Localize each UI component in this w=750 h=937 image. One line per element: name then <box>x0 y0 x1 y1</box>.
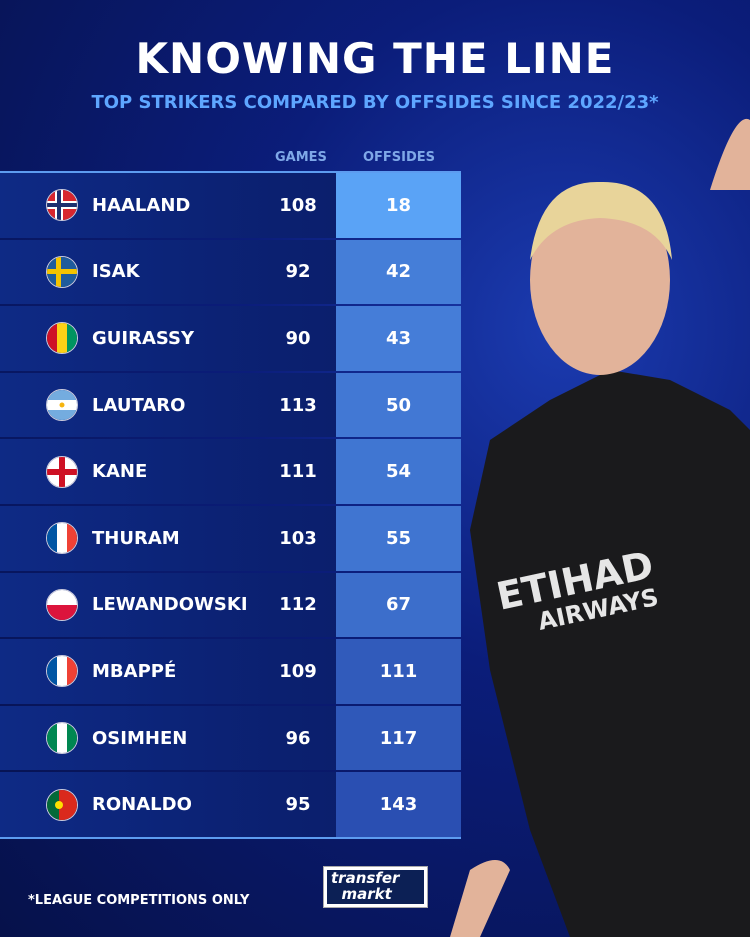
strikers-table: HAALAND 108 18 ISAK 92 42 GUIRASSY 90 43… <box>0 171 461 839</box>
flag-argentina-icon <box>46 389 78 422</box>
player-name: LEWANDOWSKI <box>92 594 248 616</box>
offsides-value: 67 <box>385 594 412 616</box>
header-offsides: OFFSIDES <box>363 150 436 165</box>
flag-france-icon <box>46 522 78 555</box>
offsides-cell: 67 <box>336 572 461 638</box>
table-row: LAUTARO 113 50 <box>0 372 461 438</box>
flag-guinea-icon <box>46 322 78 355</box>
offsides-cell: 117 <box>336 705 461 771</box>
offsides-value: 18 <box>385 194 412 216</box>
flag-portugal-icon <box>46 788 78 821</box>
footnote: *LEAGUE COMPETITIONS ONLY <box>28 893 250 908</box>
offsides-cell: 111 <box>336 639 461 704</box>
games-value: 109 <box>279 660 317 682</box>
games-value: 95 <box>285 794 311 816</box>
subtitle: TOP STRIKERS COMPARED BY OFFSIDES SINCE … <box>91 92 659 113</box>
player-name: MBAPPÉ <box>92 660 177 682</box>
table-row: HAALAND 108 18 <box>0 173 461 238</box>
offsides-value: 143 <box>379 794 418 816</box>
flag-england-icon <box>46 455 78 488</box>
flag-poland-icon <box>46 588 78 621</box>
player-name: GUIRASSY <box>92 327 195 349</box>
offsides-value: 117 <box>379 727 418 749</box>
flag-nigeria-icon <box>46 722 78 755</box>
player-name: RONALDO <box>92 794 192 816</box>
header-games: GAMES <box>275 150 327 165</box>
offsides-cell: 50 <box>336 372 461 438</box>
table-row: OSIMHEN 96 117 <box>0 705 461 771</box>
games-value: 111 <box>279 461 317 483</box>
flag-france-icon <box>46 655 78 688</box>
offsides-cell: 54 <box>336 439 461 504</box>
offsides-value: 43 <box>385 327 412 349</box>
games-value: 96 <box>285 727 311 749</box>
table-row: KANE 111 54 <box>0 439 461 504</box>
title: KNOWING THE LINE <box>135 34 615 83</box>
table-row: LEWANDOWSKI 112 67 <box>0 572 461 638</box>
offsides-value: 42 <box>385 261 412 283</box>
player-name: ISAK <box>92 261 140 283</box>
games-value: 103 <box>279 527 317 549</box>
offsides-value: 54 <box>385 461 412 483</box>
games-value: 90 <box>285 327 311 349</box>
offsides-value: 50 <box>385 394 412 416</box>
games-value: 112 <box>279 594 317 616</box>
player-name: THURAM <box>92 527 180 549</box>
games-value: 108 <box>279 194 317 216</box>
offsides-cell: 43 <box>336 306 461 371</box>
offsides-cell: 18 <box>336 173 461 238</box>
table-row: THURAM 103 55 <box>0 505 461 571</box>
table-row: RONALDO 95 143 <box>0 772 461 837</box>
player-name: OSIMHEN <box>92 727 188 749</box>
player-photo: ETIHAD AIRWAYS <box>450 118 750 937</box>
player-name: KANE <box>92 461 148 483</box>
offsides-value: 55 <box>385 527 412 549</box>
transfermarkt-logo: transfer markt <box>323 866 428 908</box>
table-row: MBAPPÉ 109 111 <box>0 639 461 704</box>
offsides-value: 111 <box>379 660 418 682</box>
games-value: 113 <box>279 394 317 416</box>
player-name: HAALAND <box>92 194 191 216</box>
offsides-cell: 143 <box>336 772 461 837</box>
flag-sweden-icon <box>46 255 78 288</box>
table-row: GUIRASSY 90 43 <box>0 306 461 371</box>
player-name: LAUTARO <box>92 394 186 416</box>
offsides-cell: 42 <box>336 239 461 305</box>
offsides-cell: 55 <box>336 505 461 571</box>
flag-norway-icon <box>46 189 78 222</box>
table-row: ISAK 92 42 <box>0 239 461 305</box>
games-value: 92 <box>285 261 311 283</box>
